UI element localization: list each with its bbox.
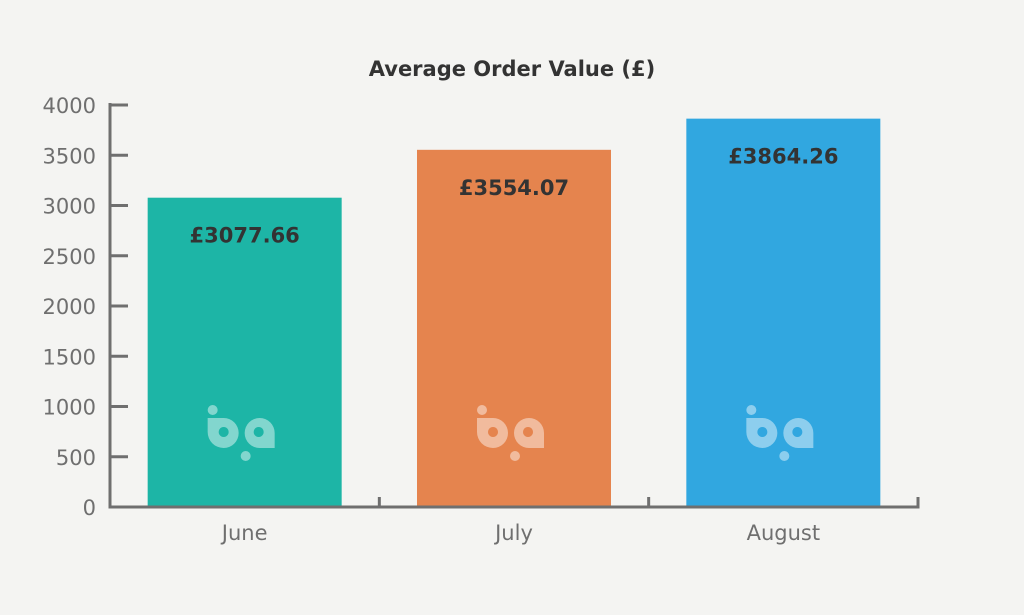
logo-b <box>746 418 778 448</box>
logo-dot <box>746 405 757 415</box>
logo-dot <box>779 451 790 461</box>
bar-june <box>147 197 342 507</box>
y-tick-label: 2500 <box>43 245 96 269</box>
y-tick-label: 1000 <box>43 396 96 420</box>
data-label: £3554.07 <box>459 176 569 200</box>
chart-title: Average Order Value (£) <box>369 57 655 81</box>
x-tick-label: June <box>220 521 268 545</box>
bp-logo-watermark <box>207 405 275 461</box>
data-label: £3077.66 <box>190 224 300 248</box>
y-tick-label: 4000 <box>43 94 96 118</box>
logo-dot <box>207 405 218 415</box>
x-tick-label: July <box>493 521 533 545</box>
y-tick-label: 1500 <box>43 345 96 369</box>
bp-logo-watermark <box>746 405 814 461</box>
logo-b <box>207 418 239 448</box>
y-tick-label: 3500 <box>43 144 96 168</box>
y-tick-label: 3000 <box>43 195 96 219</box>
x-tick-label: August <box>747 521 821 545</box>
data-label: £3864.26 <box>728 145 838 169</box>
logo-p <box>514 418 544 448</box>
y-tick-label: 2000 <box>43 295 96 319</box>
bp-logo-watermark <box>477 405 544 461</box>
logo-dot <box>477 405 487 415</box>
bar-july <box>417 149 611 507</box>
y-tick-label: 500 <box>56 446 96 470</box>
logo-p <box>244 418 275 448</box>
logo-dot <box>510 451 520 461</box>
logo-b <box>477 418 508 448</box>
bar-august <box>686 118 881 507</box>
y-tick-label: 0 <box>83 496 96 520</box>
logo-p <box>783 418 814 448</box>
logo-dot <box>240 451 251 461</box>
